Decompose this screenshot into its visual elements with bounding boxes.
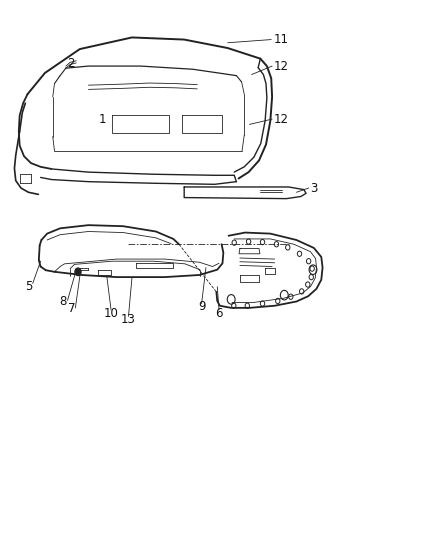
Text: 7: 7 xyxy=(68,302,76,316)
Text: 8: 8 xyxy=(60,295,67,308)
Text: 10: 10 xyxy=(104,306,119,320)
Text: 2: 2 xyxy=(67,58,75,70)
Circle shape xyxy=(75,268,81,276)
Text: 6: 6 xyxy=(215,306,223,320)
Text: 12: 12 xyxy=(273,112,288,126)
Text: 13: 13 xyxy=(121,313,136,326)
Text: 11: 11 xyxy=(273,33,288,46)
Text: 5: 5 xyxy=(25,280,32,293)
Text: 3: 3 xyxy=(311,182,318,195)
Text: 12: 12 xyxy=(273,60,288,72)
Text: 9: 9 xyxy=(198,300,205,313)
Text: 1: 1 xyxy=(99,112,106,126)
